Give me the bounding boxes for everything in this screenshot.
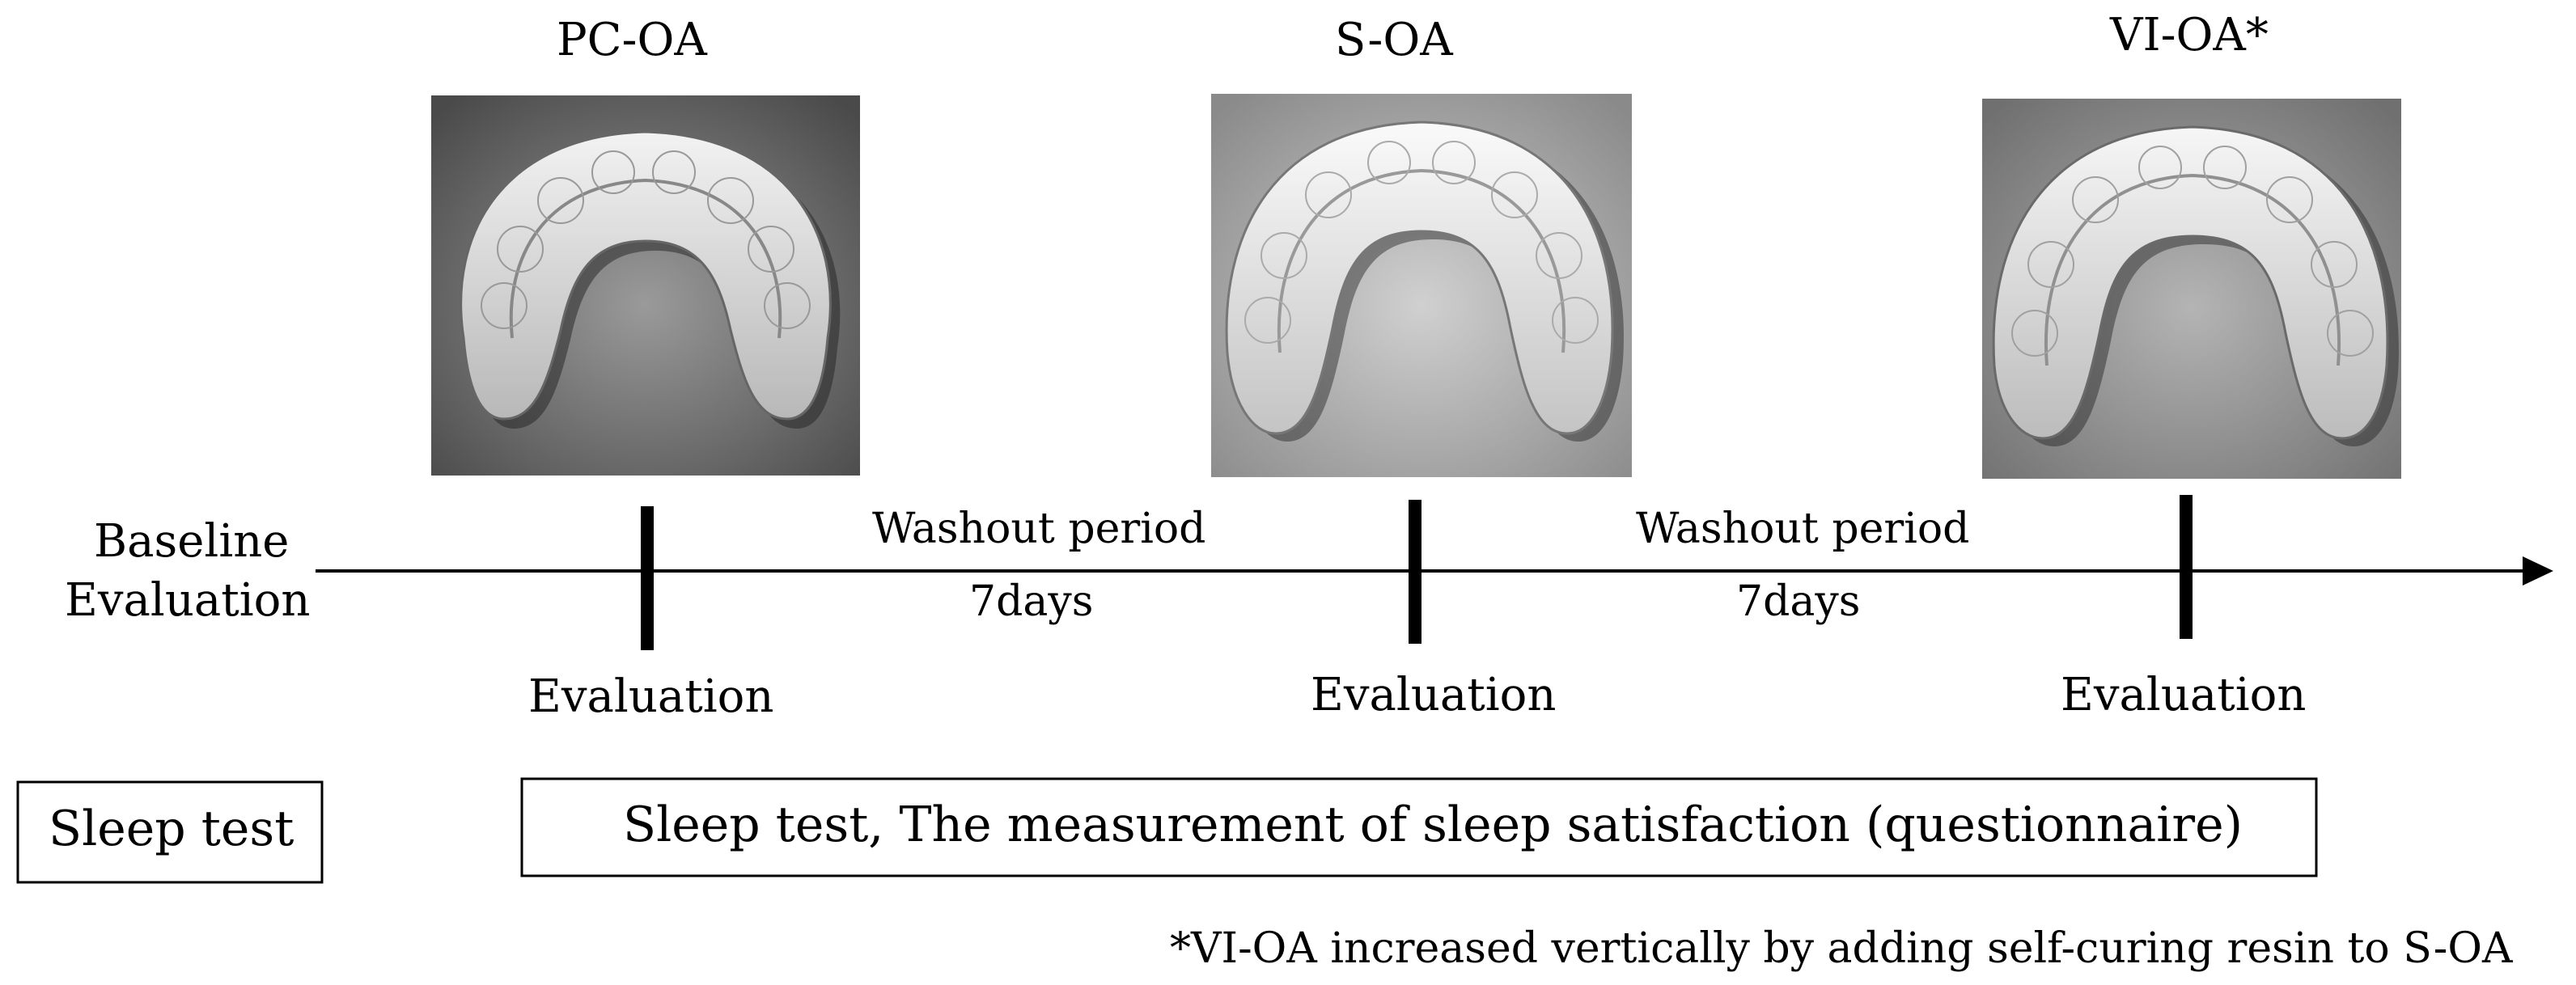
device-title-s-oa: S-OA: [1335, 14, 1453, 66]
device-title-pc-oa: PC-OA: [557, 14, 707, 66]
sleep-test-box: [16, 780, 324, 884]
appliance-photo-vi-oa: [1982, 99, 2401, 479]
baseline-label-line2: Evaluation: [65, 574, 311, 627]
sleep-test-questionnaire-box: [520, 777, 2318, 877]
dental-appliance-icon: [1982, 99, 2401, 479]
washout-label-1: Washout period: [872, 505, 1206, 553]
evaluation-label-2: Evaluation: [1311, 669, 1557, 721]
dental-appliance-icon: [431, 95, 860, 476]
sleep-test-label: Sleep test: [49, 801, 294, 857]
washout-duration-2: 7days: [1736, 577, 1861, 626]
evaluation-label-1: Evaluation: [528, 670, 774, 723]
appliance-photo-s-oa: [1211, 94, 1632, 477]
device-title-vi-oa: VI-OA*: [2110, 9, 2269, 61]
washout-label-2: Washout period: [1636, 505, 1970, 553]
baseline-label-line1: Baseline: [94, 515, 290, 568]
dental-appliance-icon: [1211, 94, 1632, 477]
appliance-photo-pc-oa: [431, 95, 860, 476]
arrow-right-icon: [2523, 556, 2553, 586]
evaluation-label-3: Evaluation: [2061, 669, 2307, 721]
evaluation-marker-2: [1409, 500, 1421, 644]
sleep-test-questionnaire-label: Sleep test, The measurement of sleep sat…: [623, 797, 2243, 853]
washout-duration-1: 7days: [969, 577, 1094, 626]
evaluation-marker-3: [2180, 495, 2193, 639]
evaluation-marker-1: [641, 506, 654, 650]
footnote: *VI-OA increased vertically by adding se…: [1170, 924, 2513, 973]
